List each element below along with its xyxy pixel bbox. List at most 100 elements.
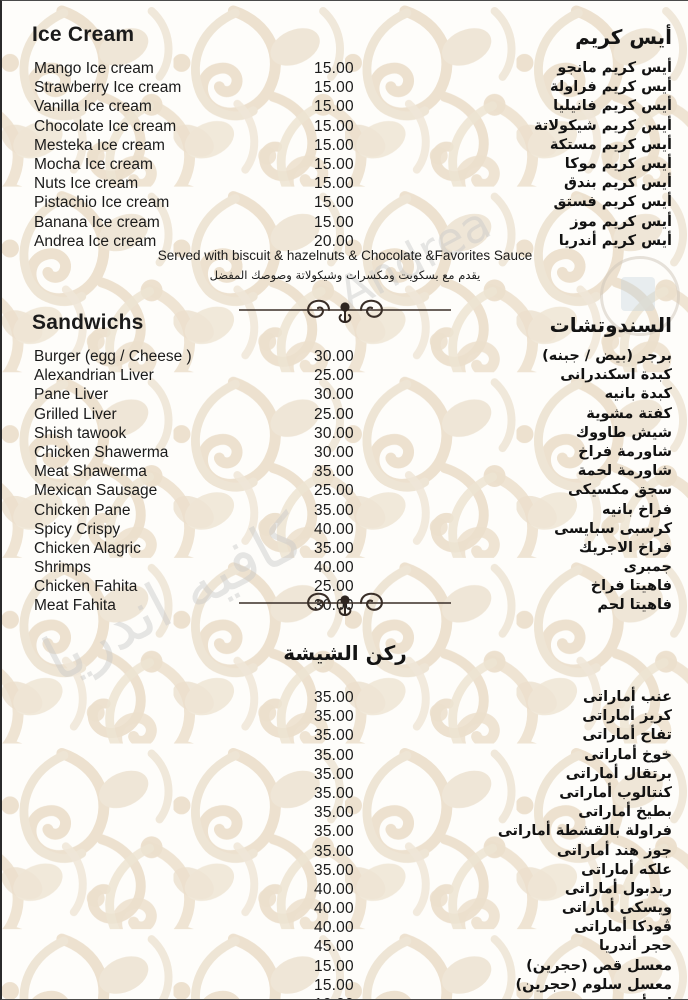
menu-item-name-ar: كريز أماراتى [582, 708, 672, 725]
menu-item-price: 45.00 [314, 938, 354, 956]
menu-item-name-en: Burger (egg / Cheese ) [34, 348, 192, 365]
ice-cream-item-list: Mango Ice cream 15.00 أيس كريم مانجو Strawb… [2, 59, 688, 251]
menu-item-name-en: Shrimps [34, 559, 91, 577]
menu-item-name-ar: جوز هند أماراتى [556, 842, 672, 859]
menu-item-price: 35.00 [314, 842, 354, 860]
menu-item-price: 15.00 [314, 136, 354, 154]
menu-item-name-ar: كبدة بانيه [604, 386, 672, 403]
sandwich-item-list: Burger (egg / Cheese ) 30.00 برجر (بيض / ج… [2, 347, 688, 616]
menu-item-name-ar: ريدبول أماراتى [564, 880, 672, 897]
menu-item-name-en: Mesteka Ice cream [34, 136, 165, 154]
menu-item-price: 15.00 [314, 155, 354, 173]
menu-item-name-ar: شيش طاووك [575, 424, 672, 441]
menu-item-price: 25.00 [314, 405, 354, 423]
menu-item-row: 35.00 كريز أماراتى [2, 707, 688, 726]
serving-note-ar: يقدم مع بسكويت ومكسرات وشيكولاتة وصوصك ا… [209, 268, 481, 282]
menu-item-price: 30.00 [314, 424, 354, 442]
menu-item-row: Grilled Liver 25.00 كفتة مشوية [2, 405, 688, 424]
menu-item-price: 35.00 [314, 823, 354, 841]
menu-item-row: 15.00 معسل قص (حجرين) [2, 957, 688, 976]
menu-item-row: 35.00 برتقال أماراتى [2, 765, 688, 784]
menu-item-row: Strawberry Ice cream 15.00 أيس كريم فراولة [2, 78, 688, 97]
menu-item-price: 35.00 [314, 784, 354, 802]
menu-item-name-ar: عنب أماراتى [582, 689, 672, 705]
menu-item-name-ar: تفاح أماراتى [582, 727, 672, 744]
menu-item-name-ar: برتقال أماراتى [565, 765, 672, 782]
section-ice-cream: Ice Cream أيس كريم Mango Ice cream 15.00 أ… [2, 23, 688, 323]
menu-item-row: Mocha Ice cream 15.00 أيس كريم موكا [2, 155, 688, 174]
menu-item-price: 40.00 [314, 559, 354, 577]
menu-item-name-ar: برجر (بيض / جبنه) [542, 348, 672, 364]
menu-item-row: Mexican Sausage 25.00 سجق مكسيكى [2, 481, 688, 500]
menu-item-name-ar: أيس كريم فراولة [549, 79, 672, 96]
menu-item-name-en: Shish tawook [34, 424, 127, 442]
ice-cream-serving-note: Served with biscuit & hazelnuts & Chocol… [2, 248, 688, 282]
menu-item-name-ar: لى أيس [616, 995, 672, 999]
menu-item-name-ar: جمبرى [623, 559, 672, 576]
menu-item-row: Chicken Pane 35.00 فراخ بانيه [2, 501, 688, 520]
menu-item-row: Burger (egg / Cheese ) 30.00 برجر (بيض / ج… [2, 347, 688, 366]
menu-item-name-ar: أيس كريم مانجو [557, 60, 672, 76]
menu-item-price: 30.00 [314, 443, 354, 461]
menu-item-name-ar: أيس كريم موز [570, 213, 672, 230]
menu-item-price: 15.00 [314, 117, 354, 135]
menu-item-name-en: Spicy Crispy [34, 520, 121, 538]
menu-item-name-en: Chicken Alagric [34, 539, 141, 557]
section-sandwichs: Sandwichs السندوتشات Burger (egg / Chees… [2, 311, 688, 616]
menu-item-name-ar: كنتالوب أماراتى [559, 784, 672, 801]
menu-item-name-en: Chicken Pane [34, 501, 131, 519]
menu-item-price: 30.00 [314, 386, 354, 404]
menu-item-row: Banana Ice cream 15.00 أيس كريم موز [2, 213, 688, 232]
menu-item-price: 15.00 [314, 60, 354, 77]
menu-item-price: 35.00 [314, 708, 354, 726]
menu-item-row: 45.00 حجر أندريا [2, 937, 688, 956]
section-title-ar: السندوتشات [549, 313, 672, 337]
menu-item-name-ar: شاورمة لحمة [577, 463, 672, 480]
menu-item-name-en: Pistachio Ice cream [34, 194, 170, 212]
menu-item-row: 35.00 فراولة بالقشطة أماراتى [2, 822, 688, 841]
menu-item-row: Nuts Ice cream 15.00 أيس كريم بندق [2, 174, 688, 193]
menu-item-name-ar: أيس كريم فانيليا [553, 98, 672, 115]
menu-item-price: 40.00 [314, 520, 354, 538]
menu-item-price: 15.00 [314, 976, 354, 994]
menu-item-price: 35.00 [314, 765, 354, 783]
menu-item-row: 35.00 جوز هند أماراتى [2, 842, 688, 861]
menu-item-price: 35.00 [314, 746, 354, 764]
menu-item-row: Pistachio Ice cream 15.00 أيس كريم فستق [2, 193, 688, 212]
menu-item-name-en: Mango Ice cream [34, 60, 154, 77]
menu-item-price: 35.00 [314, 727, 354, 745]
menu-item-price: 15.00 [314, 175, 354, 193]
section-header-ice-cream: Ice Cream أيس كريم [2, 23, 688, 53]
menu-item-row: 35.00 كنتالوب أماراتى [2, 784, 688, 803]
menu-item-name-ar: فراخ الاجريك [578, 539, 672, 556]
serving-note-en: Served with biscuit & hazelnuts & Chocol… [157, 248, 533, 263]
menu-item-name-en: Chocolate Ice cream [34, 117, 177, 135]
menu-item-price: 35.00 [314, 861, 354, 879]
menu-item-name-ar: معسل قص (حجرين) [526, 957, 672, 974]
menu-item-price: 25.00 [314, 482, 354, 500]
menu-item-name-en: Alexandrian Liver [34, 367, 154, 385]
menu-item-name-ar: كفتة مشوية [586, 405, 672, 422]
menu-item-name-ar: ڤودكا أماراتى [574, 919, 672, 936]
ornament-divider-2 [2, 588, 688, 620]
menu-item-name-ar: كبدة اسكندرانى [560, 367, 672, 384]
menu-item-row: Spicy Crispy 40.00 كرسبى سبايسى [2, 520, 688, 539]
menu-item-row: Shish tawook 30.00 شيش طاووك [2, 424, 688, 443]
menu-item-price: 30.00 [314, 348, 354, 365]
menu-item-row: 35.00 خوخ أماراتى [2, 746, 688, 765]
menu-item-name-en: Strawberry Ice cream [34, 79, 182, 97]
menu-item-name-ar: علكه أماراتى [581, 861, 672, 878]
menu-item-name-en: Meat Shawerma [34, 463, 147, 481]
menu-item-row: Alexandrian Liver 25.00 كبدة اسكندرانى [2, 366, 688, 385]
menu-item-row: 35.00 بطيخ أماراتى [2, 803, 688, 822]
menu-item-row: Mesteka Ice cream 15.00 أيس كريم مستكة [2, 136, 688, 155]
menu-item-row: Vanilla Ice cream 15.00 أيس كريم فانيليا [2, 97, 688, 116]
menu-item-row: Meat Shawerma 35.00 شاورمة لحمة [2, 462, 688, 481]
section-title-shisha-ar: ركن الشيشة [283, 641, 407, 665]
section-title-en: Ice Cream [32, 23, 135, 46]
menu-item-price: 40.00 [314, 900, 354, 918]
menu-item-price: 35.00 [314, 804, 354, 822]
menu-item-name-en: Pane Liver [34, 386, 109, 404]
